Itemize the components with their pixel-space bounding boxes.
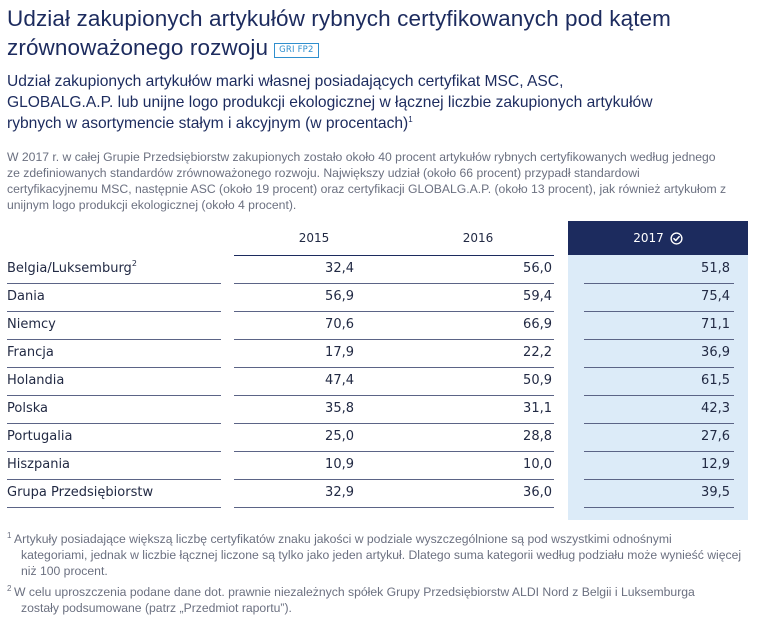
row-label: Francja (7, 345, 54, 360)
footnote-text: W celu uproszczenia podane dane dot. pra… (14, 585, 695, 599)
cell-2015: 17,9 (325, 345, 354, 360)
table-row: Hiszpania 10,9 10,0 12,9 (0, 451, 761, 479)
row-divider (584, 311, 734, 312)
row-divider (234, 395, 554, 396)
row-divider (234, 479, 554, 480)
cell-2017: 51,8 (701, 261, 730, 276)
row-divider (584, 283, 734, 284)
row-label: Hiszpania (7, 457, 71, 472)
row-divider (234, 339, 554, 340)
table-row: Francja 17,9 22,2 36,9 (0, 339, 761, 367)
cell-2017: 36,9 (701, 345, 730, 360)
row-divider (584, 451, 734, 452)
cell-2015: 56,9 (325, 289, 354, 304)
cell-2016: 31,1 (523, 401, 552, 416)
row-divider (234, 283, 554, 284)
table-row: Grupa Przedsiębiorstw 32,9 36,0 39,5 (0, 479, 761, 507)
cell-2017: 75,4 (701, 289, 730, 304)
intro-paragraph: W 2017 r. w całej Grupie Przedsiębiorstw… (7, 150, 727, 212)
cell-2015: 25,0 (325, 429, 354, 444)
footnote-2: 2 W celu uproszczenia podane dane dot. p… (7, 584, 747, 616)
row-divider (7, 479, 221, 480)
row-label: Niemcy (7, 317, 56, 332)
row-divider (7, 311, 221, 312)
footnote-text-cont: zostały podsumowane (patrz „Przedmiot ra… (21, 601, 292, 615)
row-label: Holandia (7, 373, 65, 388)
cell-2017: 39,5 (701, 485, 730, 500)
cell-2016: 10,0 (523, 457, 552, 472)
subtitle-footnote-ref: 1 (408, 115, 413, 124)
row-divider (7, 367, 221, 368)
footnote-text: Artykuły posiadające większą liczbę cert… (14, 532, 672, 546)
cell-2016: 50,9 (523, 373, 552, 388)
column-header-2017: 2017 (568, 221, 748, 255)
table-row: Holandia 47,4 50,9 61,5 (0, 367, 761, 395)
check-circle-icon (670, 231, 683, 245)
cell-2015: 32,4 (325, 261, 354, 276)
row-divider (234, 423, 554, 424)
row-label: Portugalia (7, 429, 73, 444)
row-divider (7, 395, 221, 396)
cell-2017: 12,9 (701, 457, 730, 472)
row-label: Polska (7, 401, 48, 416)
subtitle-text: Udział zakupionych artykułów marki własn… (7, 73, 653, 132)
row-divider (234, 367, 554, 368)
row-divider (234, 451, 554, 452)
cell-2017: 61,5 (701, 373, 730, 388)
page-title-text: Udział zakupionych artykułów rybnych cer… (7, 6, 671, 60)
row-divider (584, 367, 734, 368)
row-label: Grupa Przedsiębiorstw (7, 485, 154, 500)
row-divider (7, 339, 221, 340)
highlight-column-2017 (568, 221, 748, 520)
cell-2017: 71,1 (701, 317, 730, 332)
row-divider (234, 507, 554, 508)
row-divider (584, 507, 734, 508)
column-header-label: 2017 (633, 231, 664, 245)
cell-2016: 59,4 (523, 289, 552, 304)
column-header-label: 2015 (298, 231, 330, 245)
cell-2017: 42,3 (701, 401, 730, 416)
cell-2015: 70,6 (325, 317, 354, 332)
row-label: Belgia/Luksemburg2 (7, 259, 137, 277)
table-row: Dania 56,9 59,4 75,4 (0, 283, 761, 311)
row-divider (584, 423, 734, 424)
row-divider (584, 479, 734, 480)
cell-2015: 10,9 (325, 457, 354, 472)
row-divider (7, 423, 221, 424)
cell-2015: 32,9 (325, 485, 354, 500)
cell-2016: 28,8 (523, 429, 552, 444)
gri-badge: GRI FP2 (274, 43, 319, 58)
row-divider (234, 311, 554, 312)
cell-2017: 27,6 (701, 429, 730, 444)
table-row: Polska 35,8 31,1 42,3 (0, 395, 761, 423)
cell-2015: 47,4 (325, 373, 354, 388)
row-divider (7, 283, 221, 284)
column-header-2016: 2016 (398, 221, 558, 255)
page-title: Udział zakupionych artykułów rybnych cer… (7, 4, 755, 62)
table-row: Belgia/Luksemburg2 32,4 56,0 51,8 (0, 255, 761, 283)
footnote-text-cont: kategoriami, jednak w liczbie łącznej li… (21, 548, 742, 578)
row-divider (7, 507, 221, 508)
cell-2015: 35,8 (325, 401, 354, 416)
footnote-number: 1 (7, 531, 12, 540)
header-divider (234, 255, 554, 256)
cell-2016: 22,2 (523, 345, 552, 360)
table-row: Portugalia 25,0 28,8 27,6 (0, 423, 761, 451)
footnote-number: 2 (7, 584, 12, 593)
footnote-1: 1 Artykuły posiadające większą liczbę ce… (7, 531, 747, 579)
row-divider (584, 339, 734, 340)
cell-2016: 66,9 (523, 317, 552, 332)
table-subtitle: Udział zakupionych artykułów marki własn… (7, 71, 667, 134)
cell-2016: 36,0 (523, 485, 552, 500)
column-header-label: 2016 (462, 231, 494, 245)
column-header-2015: 2015 (234, 221, 394, 255)
row-divider (7, 451, 221, 452)
cell-2016: 56,0 (523, 261, 552, 276)
table-row: Niemcy 70,6 66,9 71,1 (0, 311, 761, 339)
row-divider (584, 395, 734, 396)
row-label: Dania (7, 289, 45, 304)
